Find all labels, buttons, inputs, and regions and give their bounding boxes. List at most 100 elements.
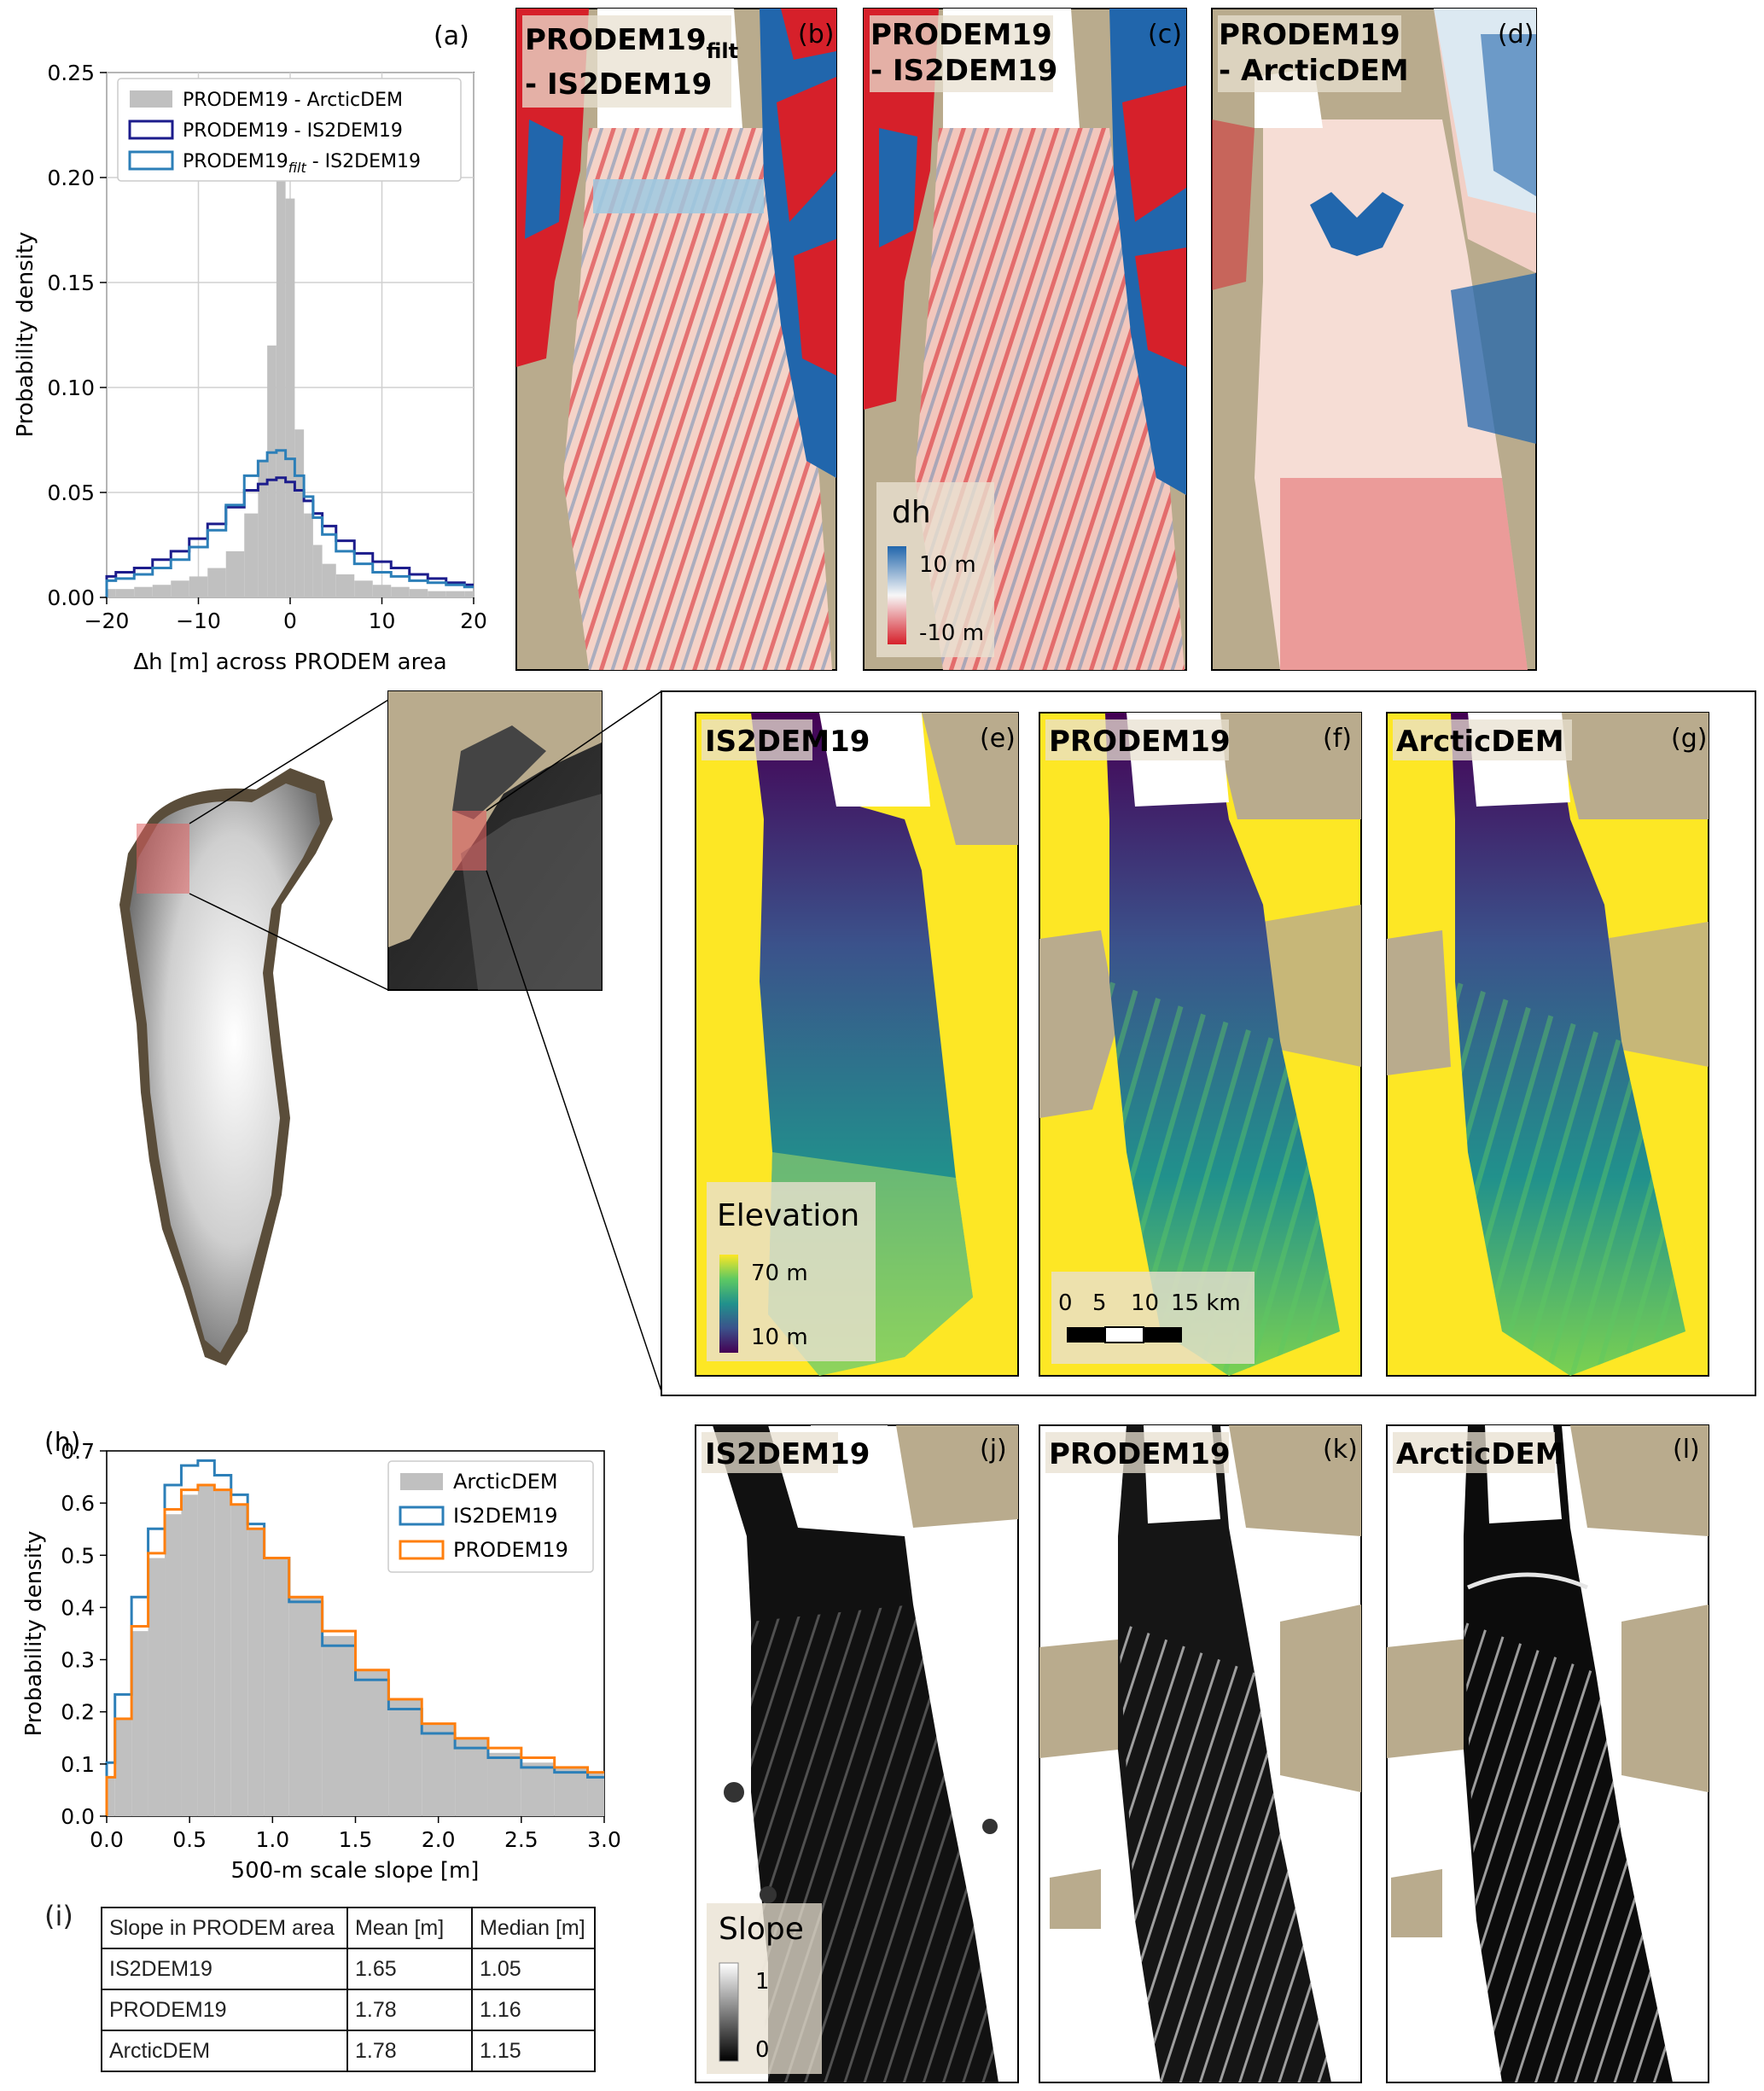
table-cell: 1.16 [471,1989,596,2031]
panel-c-title-line2: - IS2DEM19 [870,54,1057,88]
legend-label: PRODEM19filt - IS2DEM19 [183,151,421,176]
panel-a-ylabel: Probability density [13,231,38,437]
panel-a-series-lines [105,449,474,597]
panel-h-series-lines [105,1459,604,1816]
dh-colorbar-title: dh [892,495,931,530]
y-tick-label: 0.4 [61,1595,95,1620]
panel-b: PRODEM19filt - IS2DEM19 (b) [515,8,837,671]
table-cell: 1.78 [346,1989,473,2031]
table-cell: 1.05 [471,1948,596,1990]
panel-k-title: PRODEM19 [1049,1437,1231,1471]
hist-bar [131,1631,148,1816]
hist-bar [335,574,355,597]
hist-bar [285,198,295,597]
y-tick-label: 0.20 [47,166,95,190]
panel-k: PRODEM19 (k) [1039,1424,1362,2083]
x-tick-label: −20 [84,609,130,633]
hist-bar [197,1484,215,1816]
hist-bar [225,550,245,597]
legend-swatch [400,1473,443,1490]
x-tick-label: 20 [460,609,487,633]
table-header-cell: Slope in PRODEM area [101,1907,348,1949]
hist-bar [171,580,189,597]
table-cell: 1.78 [346,2030,473,2072]
y-tick-label: 0.10 [47,376,95,400]
table-header-cell: Mean [m] [346,1907,473,1949]
panel-e-title: IS2DEM19 [705,725,870,759]
hist-bar [487,1752,521,1816]
panel-d-label: (d) [1498,20,1534,50]
table-cell: 1.65 [346,1948,473,1990]
scalebar-tick-10: 10 [1131,1290,1159,1316]
legend-swatch [399,1506,445,1526]
scalebar-tick-5: 5 [1092,1290,1107,1316]
elevation-colorbar [719,1255,738,1353]
hist-bar [148,1558,166,1816]
hist-bar [107,589,116,597]
x-tick-label: 10 [369,609,396,633]
panel-c-label: (c) [1148,20,1182,50]
hist-bar [267,345,277,597]
hist-bar [304,513,313,597]
panel-h-ticks: 0.0 0.5 1.0 1.5 2.0 2.5 3.0 0.0 0.1 0.2 0.3 0.4 0.5 0… [61,1439,621,1852]
table-row: PRODEM19 1.78 1.16 [101,1989,596,2031]
y-tick-label: 0.2 [61,1700,95,1725]
panel-g-label: (g) [1671,724,1707,754]
y-tick-label: 0.25 [47,61,95,85]
hist-bar [354,580,373,597]
panel-b-label: (b) [798,20,834,50]
hist-bar [322,563,336,597]
scalebar-box [1051,1272,1255,1364]
panel-a-ticks: −20 −10 0 10 20 0.00 0.05 0.10 0.15 0.20 0.25 [47,61,487,633]
elevation-colorbar-bottom: 10 m [751,1325,808,1350]
hist-bar [258,461,268,597]
x-tick-label: 3.0 [587,1827,621,1852]
hist-bar [230,1504,248,1816]
hist-bar [372,585,392,597]
hist-bar [247,1529,265,1816]
hist-bar [107,1777,115,1816]
hist-bar [428,591,446,597]
panel-h-xlabel: 500-m scale slope [m] [231,1858,480,1884]
panel-c-title: PRODEM19 [870,18,1052,52]
legend-label: PRODEM19 - ArcticDEM [183,90,403,111]
panel-b-title-sub: filt [707,39,739,63]
hist-bar [312,545,323,597]
table-cell: 1.15 [471,2030,596,2072]
scalebar-tick-15: 15 km [1171,1290,1241,1316]
hist-bar [455,1738,488,1816]
legend-swatch [399,1540,445,1560]
table-header-row: Slope in PRODEM area Mean [m] Median [m] [101,1907,596,1949]
x-tick-label: 0.5 [172,1827,207,1852]
y-tick-label: 0.0 [61,1804,95,1829]
hist-bar [115,589,135,597]
svg-text:PRODEM19filt: PRODEM19filt [525,23,738,63]
x-tick-label: 0 [283,609,297,633]
panel-a-legend: PRODEM19 - ArcticDEM PRODEM19 - IS2DEM19 P… [117,78,462,182]
hist-bar [388,1699,422,1816]
y-tick-label: 0.3 [61,1648,95,1673]
hist-bar [288,1597,323,1816]
x-tick-label: 2.5 [504,1827,539,1852]
y-tick-label: 0.6 [61,1491,95,1516]
hist-bar [207,568,226,597]
slope-colorbar-title: Slope [719,1912,804,1947]
hist-bar [445,591,465,597]
hist-bar [134,586,153,597]
legend-label: IS2DEM19 [453,1504,557,1528]
x-tick-label: 1.5 [339,1827,373,1852]
legend-box [117,78,462,182]
dh-colorbar-top: 10 m [919,552,976,578]
panel-j-title: IS2DEM19 [705,1437,870,1471]
hist-bar [322,1635,356,1816]
table-cell: ArcticDEM [101,2030,348,2072]
table-cell: IS2DEM19 [101,1948,348,1990]
elevation-colorbar-top: 70 m [751,1261,808,1286]
hist-bar [214,1489,231,1816]
greenland-overview-map [119,699,389,1366]
legend-label: PRODEM19 - IS2DEM19 [183,120,403,142]
panel-k-label: (k) [1323,1435,1358,1465]
x-tick-label: 0.0 [90,1827,124,1852]
x-tick-label: 1.0 [255,1827,289,1852]
legend-label: PRODEM19 [453,1538,568,1562]
